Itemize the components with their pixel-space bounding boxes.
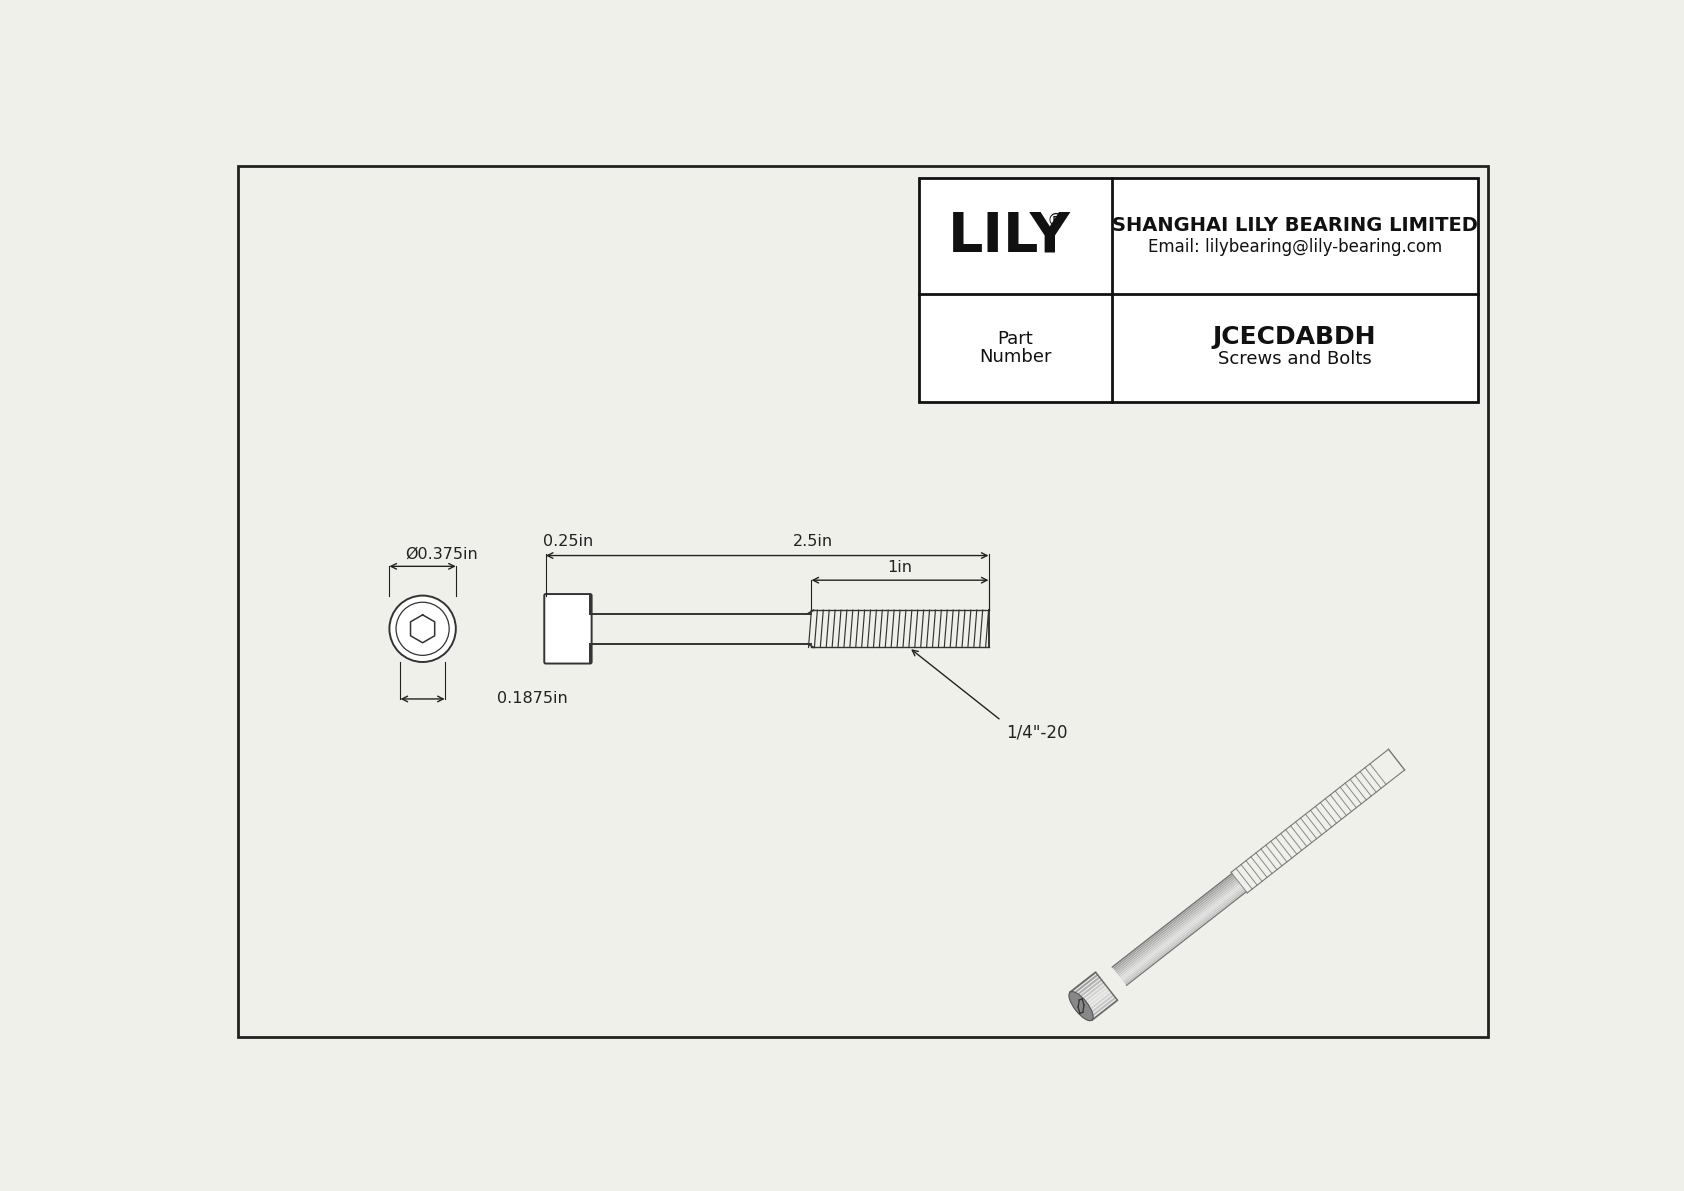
Text: JCECDABDH: JCECDABDH [1212, 325, 1376, 349]
Text: 1in: 1in [887, 560, 913, 575]
Text: Part: Part [997, 330, 1034, 348]
Bar [919, 179, 1477, 401]
Text: SHANGHAI LILY BEARING LIMITED: SHANGHAI LILY BEARING LIMITED [1111, 216, 1477, 235]
Text: 0.1875in: 0.1875in [497, 692, 568, 706]
Ellipse shape [1069, 992, 1093, 1021]
Text: 1/4"-20: 1/4"-20 [1005, 724, 1068, 742]
Text: Email: lilybearing@lily-bearing.com: Email: lilybearing@lily-bearing.com [1147, 238, 1442, 256]
Text: Ø0.375in: Ø0.375in [406, 547, 478, 562]
Circle shape [389, 596, 456, 662]
Text: Screws and Bolts: Screws and Bolts [1218, 350, 1371, 368]
Text: 2.5in: 2.5in [793, 535, 834, 549]
Text: 0.25in: 0.25in [542, 535, 593, 549]
FancyBboxPatch shape [544, 594, 591, 663]
Text: Number: Number [980, 348, 1052, 367]
Text: LILY: LILY [948, 210, 1071, 263]
Text: ®: ® [1046, 212, 1064, 230]
